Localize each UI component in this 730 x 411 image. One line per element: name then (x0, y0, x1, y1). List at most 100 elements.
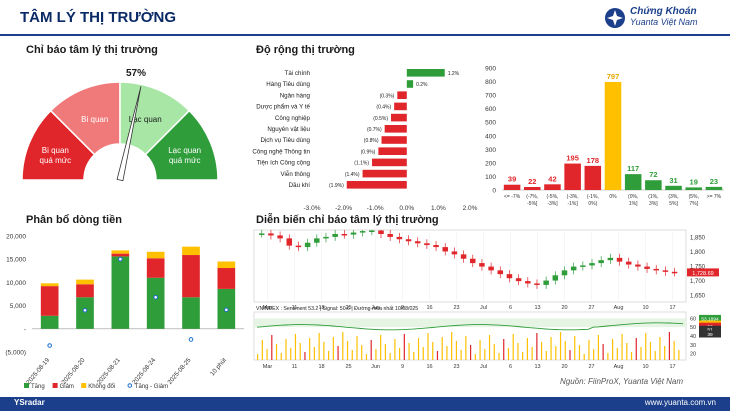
sector-label: Tài chính (285, 70, 311, 77)
history-sentiment-bar (588, 340, 590, 360)
history-sentiment-bar (408, 343, 410, 360)
dist-bar (685, 187, 703, 190)
history-sentiment-bar (470, 345, 472, 360)
flow-x-tick: 10 phút (209, 357, 228, 378)
history-candle (387, 234, 393, 237)
history-sentiment-badge-label: 53.1894 (701, 316, 719, 322)
dist-value-label: 117 (627, 164, 639, 173)
history-sentiment-bar (630, 352, 633, 360)
history-sentiment-bar (526, 338, 528, 360)
history-candle (616, 257, 623, 262)
history-candle (451, 251, 458, 255)
history-x-tick-top: 17 (669, 305, 675, 311)
history-sentiment-line (256, 322, 684, 331)
history-candle (561, 270, 568, 276)
history-sentiment-bar (673, 341, 675, 360)
flow-bar-Giảm (146, 258, 165, 278)
dist-bar (645, 180, 662, 190)
history-sentiment-bar (465, 336, 467, 360)
history-sentiment-bar (365, 354, 368, 360)
history-x-tick-top: Jul (480, 305, 487, 311)
history-sentiment-bar (280, 353, 282, 360)
history-candle (433, 245, 439, 248)
history-candle (506, 274, 513, 279)
history-price-tick: 1,850 (690, 235, 706, 241)
sector-label: Tiện ích Công cộng (257, 160, 311, 167)
dist-value-label: 42 (548, 174, 556, 183)
gauge-needle (116, 86, 142, 182)
dist-value-label: 797 (607, 72, 620, 81)
history-x-tick-top: 18 (318, 305, 324, 311)
history-x-tick-bottom: 13 (534, 364, 540, 370)
sector-bar (372, 158, 407, 167)
dist-x-tick: 7%] (689, 201, 698, 207)
history-sentiment-bar (522, 352, 524, 360)
history-x-tick-bottom: 18 (318, 364, 324, 370)
history-price-tick: 1,750 (690, 265, 706, 271)
history-x-tick-bottom: 20 (561, 364, 567, 370)
history-sentiment-bar (678, 350, 680, 360)
history-sentiment-bar (266, 349, 268, 360)
history-sentiment-bar (626, 343, 628, 360)
flow-legend-label: Tăng - Giảm (135, 384, 168, 390)
history-candle (332, 234, 338, 237)
history-x-tick-bottom: Jul (480, 364, 487, 370)
gauge-zone-label: Lạc quan (129, 115, 162, 124)
flow-x-tick: 2025-08-19 (25, 356, 51, 386)
brand-logo: Chứng Khoán Yuanta Việt Nam (604, 6, 724, 32)
history-candle (396, 236, 403, 240)
history-sentiment-bar (612, 339, 614, 360)
dist-x-tick: -1%] (567, 201, 578, 207)
history-candle (470, 258, 476, 264)
history-x-tick-top: 20 (561, 305, 567, 311)
history-sentiment-bar (531, 347, 533, 360)
history-candle (259, 233, 265, 235)
gauge-zone-label: Bi quan (42, 146, 69, 155)
history-sentiment-bar (602, 344, 604, 360)
history-sentiment-bar (328, 351, 330, 360)
history-sentiment-bar (593, 349, 595, 360)
history-x-tick-bottom: 25 (345, 364, 351, 370)
sector-x-tick: 1.0% (431, 205, 446, 212)
dist-x-tick: -5%] (527, 201, 538, 207)
history-candle (515, 278, 522, 282)
history-sentiment-bar (441, 337, 443, 360)
history-x-tick-bottom: Jun (371, 364, 380, 370)
history-sentiment-badge-label: 39 (707, 332, 713, 338)
history-sentiment-bar (607, 353, 609, 360)
dist-value-label: 22 (528, 177, 536, 186)
dist-y-tick: 900 (485, 66, 496, 73)
dist-value-label: 72 (649, 170, 657, 179)
history-sentiment-bar (616, 348, 618, 360)
dist-bar (665, 185, 682, 190)
sector-label: Ngân hàng (280, 92, 311, 99)
dist-bar (523, 187, 541, 190)
history-sentiment-bar (640, 347, 642, 360)
history-candle (268, 233, 274, 236)
history-candle (671, 271, 678, 274)
sector-label: Công nghiệp (275, 115, 311, 122)
dist-x-tick: (1%, (648, 194, 658, 200)
history-x-tick-bottom: 10 (642, 364, 648, 370)
flow-legend-label: Không đổi (88, 383, 115, 390)
history-sentiment-tick: 40 (690, 334, 696, 340)
history-sentiment-bar (583, 354, 585, 360)
history-sentiment-bar (659, 337, 661, 360)
dist-bar (624, 174, 642, 190)
flow-legend-swatch (127, 383, 133, 388)
history-sentiment-badge-label: 51 (707, 327, 713, 333)
flow-y-tick: 5,000 (10, 303, 27, 310)
history-candle (295, 245, 302, 248)
flow-bar-Giảm (217, 268, 236, 289)
history-candle (369, 230, 375, 233)
history-sentiment-tick: 50 (690, 325, 696, 331)
history-candle (424, 243, 430, 246)
dist-y-tick: 100 (485, 174, 496, 181)
history-sentiment-bar (427, 333, 429, 360)
history-x-tick-top: 11 (292, 305, 298, 311)
history-sentiment-bar (294, 334, 297, 360)
history-sentiment-bar (545, 351, 547, 360)
history-sentiment-bar (370, 340, 372, 360)
history-sentiment-bar (417, 338, 420, 360)
history-sentiment-bar (271, 335, 273, 360)
